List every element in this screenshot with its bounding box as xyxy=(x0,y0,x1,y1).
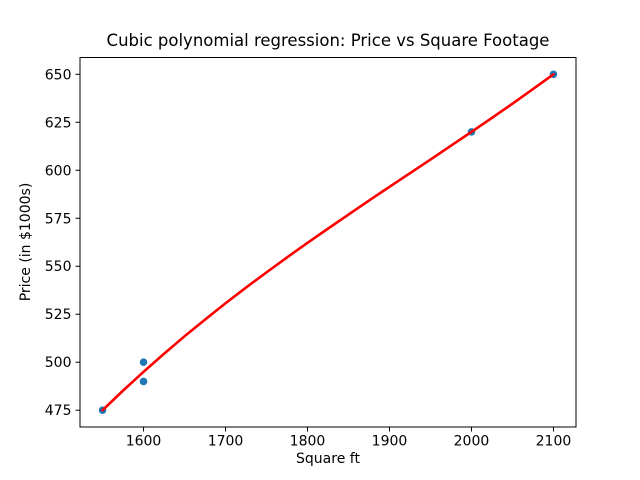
y-tick-label: 475 xyxy=(45,403,72,419)
x-tick-label: 2100 xyxy=(536,434,572,450)
y-tick-label: 500 xyxy=(45,355,72,371)
y-tick-label: 550 xyxy=(45,259,72,275)
y-tick-label: 600 xyxy=(45,163,72,179)
x-tick-label: 1700 xyxy=(208,434,244,450)
fit-line xyxy=(101,72,555,412)
y-tick-label: 525 xyxy=(45,307,72,323)
x-tick-label: 1600 xyxy=(126,434,162,450)
x-tick-label: 2000 xyxy=(454,434,490,450)
y-tick-label: 575 xyxy=(45,211,72,227)
chart-title: Cubic polynomial regression: Price vs Sq… xyxy=(106,31,550,50)
x-axis-label: Square ft xyxy=(296,451,360,467)
axes-spines xyxy=(79,57,577,428)
y-axis-label: Price (in $1000s) xyxy=(18,182,34,302)
scatter-point xyxy=(139,377,148,386)
x-tick-label: 1900 xyxy=(372,434,408,450)
y-tick-label: 625 xyxy=(45,115,72,131)
x-tick-label: 1800 xyxy=(290,434,326,450)
y-tick-label: 650 xyxy=(45,67,72,83)
scatter-point xyxy=(139,358,148,367)
